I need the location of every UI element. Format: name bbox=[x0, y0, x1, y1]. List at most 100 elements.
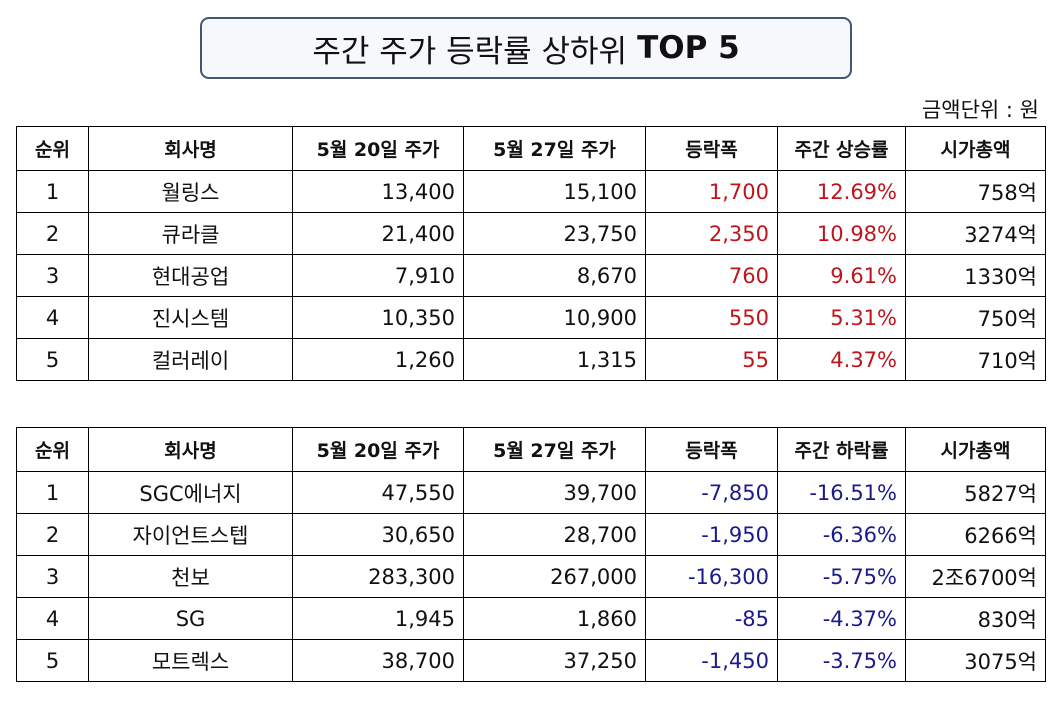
table-cell: 10,350 bbox=[292, 296, 464, 339]
table-cell: 12.69% bbox=[777, 170, 906, 213]
table-cell: 550 bbox=[645, 296, 778, 339]
table-cell: 13,400 bbox=[292, 170, 464, 213]
table-cell: 2 bbox=[16, 513, 89, 556]
column-header: 5월 20일 주가 bbox=[292, 126, 464, 171]
header-row: 순위 회사명 5월 20일 주가 5월 27일 주가 등락폭 주간 상승률 시가총액 bbox=[16, 126, 1046, 171]
column-header: 시가총액 bbox=[905, 427, 1046, 472]
column-header: 등락폭 bbox=[645, 126, 778, 171]
table-cell: 현대공업 bbox=[88, 254, 293, 297]
table-cell: 5 bbox=[16, 338, 89, 381]
table-cell: 자이언트스텝 bbox=[88, 513, 293, 556]
table-cell: 1 bbox=[16, 471, 89, 514]
table-cell: 1,260 bbox=[292, 338, 464, 381]
table-row: 4 진시스템 10,350 10,900 550 5.31% 750억 bbox=[16, 296, 1046, 339]
table-cell: -4.37% bbox=[777, 597, 906, 640]
table-cell: 6266억 bbox=[905, 513, 1046, 556]
table-cell: 3075억 bbox=[905, 639, 1046, 682]
table-cell: 38,700 bbox=[292, 639, 464, 682]
gainers-table: 순위 회사명 5월 20일 주가 5월 27일 주가 등락폭 주간 상승률 시가총액 1 월링스… bbox=[16, 126, 1046, 381]
table-cell: 1,945 bbox=[292, 597, 464, 640]
column-header: 순위 bbox=[16, 126, 89, 171]
table-cell: -16.51% bbox=[777, 471, 906, 514]
table-cell: 30,650 bbox=[292, 513, 464, 556]
table-cell: 3 bbox=[16, 254, 89, 297]
table-cell: -5.75% bbox=[777, 555, 906, 598]
table-cell: 천보 bbox=[88, 555, 293, 598]
column-header: 등락폭 bbox=[645, 427, 778, 472]
table-cell: 월링스 bbox=[88, 170, 293, 213]
table-row: 1 월링스 13,400 15,100 1,700 12.69% 758억 bbox=[16, 170, 1046, 213]
table-cell: 750억 bbox=[905, 296, 1046, 339]
column-header: 시가총액 bbox=[905, 126, 1046, 171]
table-row: 5 컬러레이 1,260 1,315 55 4.37% 710억 bbox=[16, 338, 1046, 381]
table-cell: -16,300 bbox=[645, 555, 778, 598]
table-cell: 1 bbox=[16, 170, 89, 213]
table-cell: SGC에너지 bbox=[88, 471, 293, 514]
page-title: 주간 주가 등락률 상하위 TOP 5 bbox=[200, 17, 852, 79]
table-cell: 9.61% bbox=[777, 254, 906, 297]
table-cell: 5827억 bbox=[905, 471, 1046, 514]
column-header: 5월 27일 주가 bbox=[463, 126, 646, 171]
table-cell: 1,700 bbox=[645, 170, 778, 213]
column-header: 주간 하락률 bbox=[777, 427, 906, 472]
table-cell: 1330억 bbox=[905, 254, 1046, 297]
table-row: 3 천보 283,300 267,000 -16,300 -5.75% 2조6700억 bbox=[16, 555, 1046, 598]
table-row: 2 큐라클 21,400 23,750 2,350 10.98% 3274억 bbox=[16, 212, 1046, 255]
table-cell: 21,400 bbox=[292, 212, 464, 255]
table-cell: 진시스템 bbox=[88, 296, 293, 339]
table-cell: 55 bbox=[645, 338, 778, 381]
column-header: 순위 bbox=[16, 427, 89, 472]
table-cell: 3274억 bbox=[905, 212, 1046, 255]
column-header: 5월 27일 주가 bbox=[463, 427, 646, 472]
unit-label: 금액단위 : 원 bbox=[921, 98, 1039, 122]
table-cell: 8,670 bbox=[463, 254, 646, 297]
table-cell: 큐라클 bbox=[88, 212, 293, 255]
table-cell: 2조6700억 bbox=[905, 555, 1046, 598]
table-cell: -1,950 bbox=[645, 513, 778, 556]
table-cell: 10,900 bbox=[463, 296, 646, 339]
table-cell: 28,700 bbox=[463, 513, 646, 556]
column-header: 5월 20일 주가 bbox=[292, 427, 464, 472]
table-cell: 5.31% bbox=[777, 296, 906, 339]
table-cell: 283,300 bbox=[292, 555, 464, 598]
table-cell: 2,350 bbox=[645, 212, 778, 255]
table-row: 1 SGC에너지 47,550 39,700 -7,850 -16.51% 5827억 bbox=[16, 471, 1046, 514]
table-cell: 모트렉스 bbox=[88, 639, 293, 682]
table-cell: 10.98% bbox=[777, 212, 906, 255]
column-header: 회사명 bbox=[88, 126, 293, 171]
table-cell: 컬러레이 bbox=[88, 338, 293, 381]
table-cell: 830억 bbox=[905, 597, 1046, 640]
table-cell: 758억 bbox=[905, 170, 1046, 213]
table-cell: 23,750 bbox=[463, 212, 646, 255]
table-cell: 15,100 bbox=[463, 170, 646, 213]
table-cell: 1,860 bbox=[463, 597, 646, 640]
table-cell: 2 bbox=[16, 212, 89, 255]
table-row: 2 자이언트스텝 30,650 28,700 -1,950 -6.36% 6266억 bbox=[16, 513, 1046, 556]
losers-table: 순위 회사명 5월 20일 주가 5월 27일 주가 등락폭 주간 하락률 시가총액 1 SGC… bbox=[16, 427, 1046, 682]
table-cell: 4 bbox=[16, 296, 89, 339]
table-cell: -6.36% bbox=[777, 513, 906, 556]
header-row: 순위 회사명 5월 20일 주가 5월 27일 주가 등락폭 주간 하락률 시가총액 bbox=[16, 427, 1046, 472]
table-cell: -7,850 bbox=[645, 471, 778, 514]
title-text: 주간 주가 등락률 상하위 bbox=[312, 33, 628, 70]
table-cell: 47,550 bbox=[292, 471, 464, 514]
title-bold: TOP 5 bbox=[637, 30, 740, 66]
table-row: 4 SG 1,945 1,860 -85 -4.37% 830억 bbox=[16, 597, 1046, 640]
table-cell: -1,450 bbox=[645, 639, 778, 682]
table-cell: 37,250 bbox=[463, 639, 646, 682]
table-cell: -3.75% bbox=[777, 639, 906, 682]
table-cell: 710억 bbox=[905, 338, 1046, 381]
table-cell: 3 bbox=[16, 555, 89, 598]
table-cell: 4.37% bbox=[777, 338, 906, 381]
table-cell: 5 bbox=[16, 639, 89, 682]
table-cell: 7,910 bbox=[292, 254, 464, 297]
table-cell: 4 bbox=[16, 597, 89, 640]
column-header: 회사명 bbox=[88, 427, 293, 472]
table-cell: 760 bbox=[645, 254, 778, 297]
column-header: 주간 상승률 bbox=[777, 126, 906, 171]
table-cell: 1,315 bbox=[463, 338, 646, 381]
table-cell: -85 bbox=[645, 597, 778, 640]
table-cell: 39,700 bbox=[463, 471, 646, 514]
table-cell: SG bbox=[88, 597, 293, 640]
table-row: 3 현대공업 7,910 8,670 760 9.61% 1330억 bbox=[16, 254, 1046, 297]
